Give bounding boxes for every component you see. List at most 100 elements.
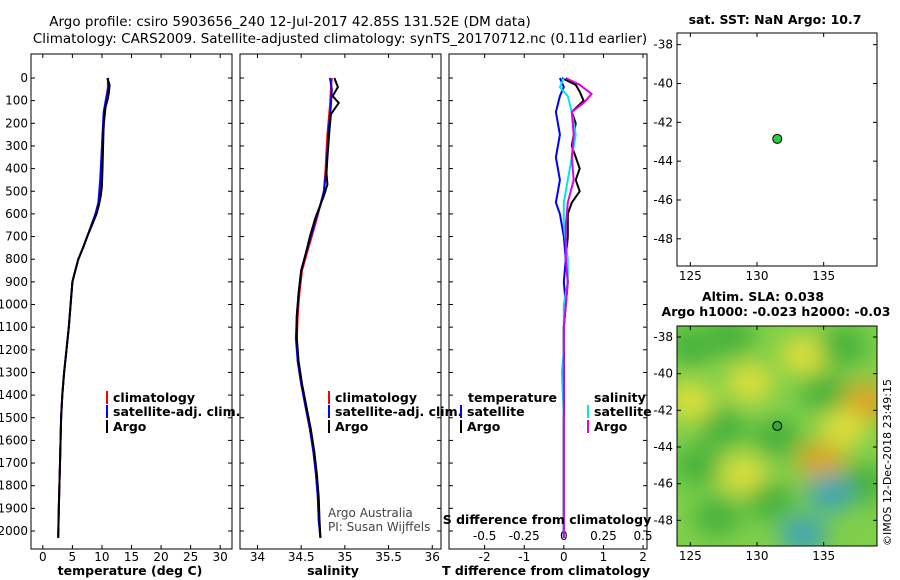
- x-tick-label-salinity-diff: -0.5: [473, 529, 496, 543]
- temperature-panel-frame: [30, 53, 233, 550]
- header-line1: Argo profile: csiro 5903656_240 12-Jul-2…: [49, 14, 531, 30]
- y-tick-label: 1500: [0, 411, 28, 425]
- series-line-s-argo: [562, 77, 593, 538]
- sla-blob-yellow: [819, 408, 868, 449]
- y-tick-label: 1800: [0, 479, 28, 493]
- map-y-tick-label: -48: [653, 513, 673, 527]
- x-tick-label: 10: [94, 550, 109, 564]
- y-tick-label: 0: [20, 71, 28, 85]
- x-tick-label: 15: [124, 550, 139, 564]
- sla-blob-blue: [806, 472, 855, 513]
- y-tick-label: 1300: [0, 365, 28, 379]
- x-tick-label: 30: [213, 550, 228, 564]
- map-x-tick-label: 125: [679, 269, 702, 283]
- legend-label: Argo: [113, 419, 147, 434]
- x-tick-label-salinity-diff: -0.25: [509, 529, 540, 543]
- map-y-tick-label: -46: [653, 477, 673, 491]
- y-tick-label: 1400: [0, 388, 28, 402]
- map-y-tick-label: -44: [653, 440, 673, 454]
- map-y-tick-label: -40: [653, 367, 673, 381]
- series-line-climatology: [57, 78, 109, 538]
- sla-blob-green: [693, 496, 741, 537]
- legend-title-temperature: temperature: [468, 390, 557, 405]
- y-tick-label: 600: [5, 207, 28, 221]
- series-line-argo: [295, 77, 340, 538]
- legend-label: Argo: [594, 419, 628, 434]
- x-tick-label: 34: [250, 550, 265, 564]
- salinity-panel-frame: [239, 53, 442, 550]
- x-tick-label: 36: [425, 550, 440, 564]
- y-tick-label: 1200: [0, 343, 28, 357]
- y-tick-label: 300: [5, 139, 28, 153]
- salinity-xlabel: salinity: [307, 563, 359, 578]
- sla-blob-green: [799, 372, 848, 412]
- y-tick-label: 800: [5, 252, 28, 266]
- sla-heatmap: [677, 326, 877, 546]
- map-y-tick-label: -42: [653, 115, 673, 129]
- difference-legend: temperature satellite Argo salinity sate…: [460, 390, 652, 434]
- map-x-tick-label: 130: [746, 549, 769, 563]
- y-tick-label: 400: [5, 162, 28, 176]
- credit-argo-australia: Argo Australia: [328, 506, 413, 520]
- y-tick-label: 1100: [0, 320, 28, 334]
- sla-blob-green: [677, 326, 715, 367]
- x-tick-label: -2: [479, 550, 491, 564]
- y-tick-label: 200: [5, 116, 28, 130]
- map-y-tick-label: -38: [653, 330, 673, 344]
- y-tick-label: 100: [5, 94, 28, 108]
- argo-location-marker: [772, 133, 783, 144]
- sla-title-line1: Altim. SLA: 0.038: [702, 289, 824, 304]
- sla-blob-green: [677, 445, 721, 486]
- y-tick-label: 700: [5, 230, 28, 244]
- sla-blob-green: [706, 326, 755, 357]
- x-tick-label: 0: [39, 550, 47, 564]
- sla-blob-green: [753, 417, 801, 458]
- x-tick-label: 35.5: [375, 550, 402, 564]
- map-x-tick-label: 125: [679, 549, 702, 563]
- map-y-tick-label: -42: [653, 403, 673, 417]
- legend-label: climatology: [113, 390, 195, 405]
- sst-map-title: sat. SST: NaN Argo: 10.7: [689, 12, 862, 27]
- map-x-tick-label: 135: [812, 269, 835, 283]
- legend-title-salinity: salinity: [594, 390, 646, 405]
- legend-label: Argo: [335, 419, 369, 434]
- sla-blob-yellow: [779, 335, 828, 376]
- sla-blob-orange: [797, 441, 845, 482]
- legend-label: climatology: [335, 390, 417, 405]
- map-x-tick-label: 135: [812, 549, 835, 563]
- map-y-tick-label: -38: [653, 38, 673, 52]
- legend-label: satellite-adj. clim.: [113, 404, 240, 419]
- legend-label: satellite: [594, 404, 652, 419]
- sst-map-frame: [676, 32, 878, 267]
- sla-blob-blue: [779, 515, 828, 546]
- map-y-tick-label: -48: [653, 232, 673, 246]
- y-tick-label: 2000: [0, 524, 28, 538]
- y-tick-label: 500: [5, 184, 28, 198]
- legend-label: satellite-adj. clim.: [335, 404, 462, 419]
- x-tick-label: 2: [639, 550, 647, 564]
- sla-title-line2: Argo h1000: -0.023 h2000: -0.03: [662, 304, 891, 319]
- map-y-tick-label: -44: [653, 154, 673, 168]
- x-tick-label-salinity-diff: 0.5: [633, 529, 652, 543]
- x-tick-label-salinity-diff: 0.25: [590, 529, 617, 543]
- temperature-xlabel: temperature (deg C): [58, 563, 203, 578]
- y-tick-label: 1700: [0, 456, 28, 470]
- sla-blob-green: [819, 326, 868, 367]
- sla-blob-yellow: [677, 381, 715, 422]
- header-line2: Climatology: CARS2009. Satellite-adjuste…: [33, 31, 647, 47]
- imos-stamp: ©IMOS 12-Dec-2018 23:49:15: [881, 379, 894, 546]
- y-tick-label: 1600: [0, 433, 28, 447]
- sla-blob-green: [746, 482, 795, 522]
- x-tick-label: -1: [518, 550, 530, 564]
- y-tick-label: 900: [5, 275, 28, 289]
- difference-xlabel-top: S difference from climatology: [443, 512, 652, 527]
- difference-xlabel: T difference from climatology: [442, 563, 650, 578]
- y-tick-label: 1900: [0, 501, 28, 515]
- x-tick-label: 25: [183, 550, 198, 564]
- argo-location-marker: [772, 420, 783, 431]
- legend-label: satellite: [467, 404, 525, 419]
- sla-map-frame: [676, 325, 878, 547]
- salinity-legend: climatology satellite-adj. clim. Argo: [328, 390, 462, 434]
